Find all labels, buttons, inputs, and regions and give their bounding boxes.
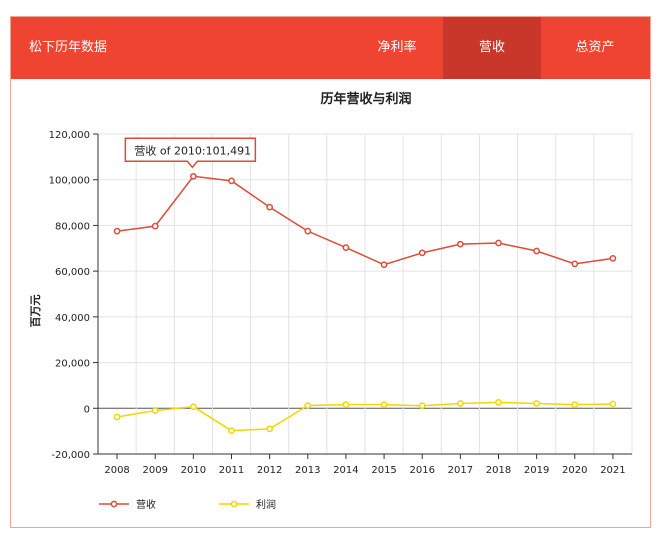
tab-total-assets[interactable]: 总资产 <box>575 40 615 55</box>
x-tick-label: 2013 <box>295 465 320 476</box>
y-tick-label: 80,000 <box>55 221 90 232</box>
data-point[interactable] <box>113 413 121 421</box>
y-tick-label: 120,000 <box>49 130 90 141</box>
data-point[interactable] <box>151 222 159 230</box>
x-tick-label: 2016 <box>409 465 434 476</box>
y-tick-label: 0 <box>84 404 90 415</box>
y-axis-label: 百万元 <box>29 295 42 328</box>
y-tick-label: 60,000 <box>55 267 90 278</box>
data-point[interactable] <box>342 401 350 408</box>
x-tick-label: 2014 <box>333 465 358 476</box>
data-point[interactable] <box>304 227 312 235</box>
x-tick-label: 2019 <box>524 465 549 476</box>
data-point[interactable] <box>571 401 579 408</box>
x-tick-label: 2017 <box>448 465 473 476</box>
y-tick-label: 20,000 <box>55 359 90 370</box>
y-tick-label: 40,000 <box>55 313 90 324</box>
top-nav-bar: 松下历年数据 净利率 营收 总资产 <box>11 17 650 79</box>
legend-item-profit[interactable]: 利润 <box>219 498 276 511</box>
x-tick-label: 2011 <box>219 465 244 476</box>
legend-label: 利润 <box>256 498 276 511</box>
revenue-profit-chart: 历年营收与利润 百万元 -20,000 0 20,000 40,000 60,000 80… <box>29 91 633 511</box>
tab-net-margin[interactable]: 净利率 <box>377 40 417 55</box>
legend-item-revenue[interactable]: 营收 <box>99 498 156 511</box>
data-point[interactable] <box>190 403 197 411</box>
x-tick-label: 2018 <box>486 465 511 476</box>
y-tick-label: 100,000 <box>49 176 90 187</box>
data-point[interactable] <box>228 427 235 435</box>
data-point[interactable] <box>457 400 464 407</box>
series-line <box>116 401 613 432</box>
data-point[interactable] <box>533 247 540 255</box>
data-point[interactable] <box>418 402 426 410</box>
data-point[interactable] <box>457 240 464 248</box>
data-point[interactable] <box>571 260 579 268</box>
tooltip-box <box>124 137 257 169</box>
x-tick-label: 2015 <box>371 465 396 476</box>
x-tick-label: 2009 <box>142 465 167 476</box>
data-tooltip: 营收 of 2010:101,491 <box>124 137 257 169</box>
data-point[interactable] <box>113 227 121 235</box>
data-point[interactable] <box>609 254 617 262</box>
legend-marker <box>230 500 238 508</box>
chart-title: 历年营收与利润 <box>320 91 411 107</box>
tab-revenue[interactable]: 营收 <box>443 17 541 79</box>
app-title: 松下历年数据 <box>29 40 108 55</box>
series-line <box>116 175 614 266</box>
data-point[interactable] <box>609 400 617 408</box>
data-point[interactable] <box>266 203 273 211</box>
data-point[interactable] <box>304 402 312 409</box>
data-point[interactable] <box>266 425 273 433</box>
series-revenue <box>113 172 617 269</box>
data-point[interactable] <box>495 239 502 247</box>
x-tick-label: 2020 <box>562 465 587 476</box>
data-point[interactable] <box>495 398 502 406</box>
data-point[interactable] <box>342 244 350 251</box>
data-point[interactable] <box>380 401 388 408</box>
data-point[interactable] <box>228 177 235 185</box>
series-profit <box>113 398 617 435</box>
x-tick-label: 2010 <box>181 465 206 476</box>
data-point[interactable] <box>151 407 159 414</box>
x-tick-label: 2008 <box>104 465 129 476</box>
x-tick-label: 2021 <box>600 465 625 476</box>
data-point[interactable] <box>418 249 426 257</box>
y-tick-label: -20,000 <box>51 450 90 461</box>
x-tick-label: 2012 <box>257 465 282 476</box>
data-point[interactable] <box>533 400 540 407</box>
chart-panel: 松下历年数据 净利率 营收 总资产 历年营收与利润 百万元 -20,000 0 20… <box>10 16 651 528</box>
tooltip-text: 营收 of 2010:101,491 <box>134 143 251 157</box>
data-point[interactable] <box>380 261 388 269</box>
data-point[interactable] <box>190 172 197 180</box>
legend-marker <box>110 500 118 508</box>
legend-label: 营收 <box>136 498 156 511</box>
